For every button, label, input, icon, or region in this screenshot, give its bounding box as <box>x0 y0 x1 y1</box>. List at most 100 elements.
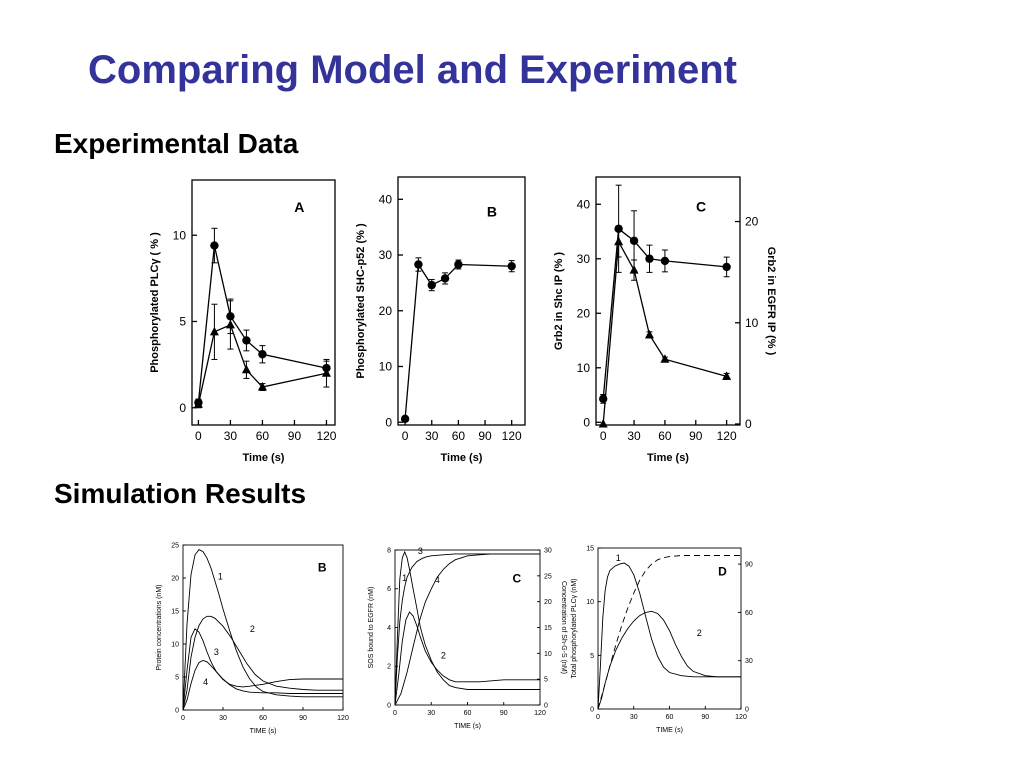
exp-c-ytick-label: 20 <box>577 306 591 320</box>
exp-b-chart: 0 30 60 90 120 0 10 20 30 40 Time (s) Phosphorylate… <box>355 176 526 464</box>
exp-c-ytick-label: 30 <box>577 252 591 266</box>
exp-b-ytick-label: 0 <box>385 415 392 429</box>
exp-c-point-circle <box>629 236 639 245</box>
exp-b-xtick-label: 120 <box>502 429 522 443</box>
exp-c-ytick-right-label: 20 <box>745 215 759 229</box>
exp-a-ylabel: Phosphorylated PLCγ ( % ) <box>149 232 161 373</box>
exp-a-point-circle <box>242 336 251 345</box>
exp-a-xtick-label: 90 <box>288 429 302 443</box>
exp-c-chart: 0 30 60 90 120 0 10 20 30 40 0 10 20 Time (s) Grb2 in … <box>553 176 777 464</box>
sim-d-ytick-label: 15 <box>586 545 594 552</box>
sim-c-ytick-right-label: 0 <box>544 702 548 709</box>
sim-d-xtick-label: 30 <box>630 714 638 721</box>
exp-a-xtick-label: 30 <box>224 429 238 443</box>
sim-c-curve-label: 2 <box>441 651 446 661</box>
sim-c-ytick-label: 2 <box>387 664 391 671</box>
sim-b-series-4-line <box>182 660 343 711</box>
sim-c-ytick-label: 6 <box>387 586 391 593</box>
sim-d-xlabel: TIME (s) <box>656 727 683 734</box>
exp-b-point-circle <box>427 280 436 290</box>
exp-c-point-triangle <box>644 329 654 339</box>
exp-a-ytick-label: 10 <box>173 228 187 242</box>
exp-b-point-circle <box>507 261 516 271</box>
sim-b-curve-label: 4 <box>203 677 208 687</box>
exp-a-point-triangle <box>257 382 267 391</box>
sim-d-ylabel: Total phosphorylated PLCγ (nM) <box>571 579 578 679</box>
exp-a-point-triangle <box>209 326 219 336</box>
exp-c-axes-frame <box>595 176 741 426</box>
sim-c-xtick-label: 60 <box>464 710 472 717</box>
exp-b-ylabel: Phosphorylated SHC-p52 (% ) <box>355 223 367 379</box>
exp-b-panel-label: B <box>487 204 497 220</box>
exp-a-chart: 0 30 60 90 120 0 5 10 Time (s) Phosphorylated PLC… <box>149 179 337 464</box>
exp-c-panel-label: C <box>696 199 706 215</box>
sim-c-xtick-label: 0 <box>393 710 397 717</box>
exp-c-ytick-label: 40 <box>577 197 591 211</box>
sim-c-xtick-label: 90 <box>500 710 508 717</box>
exp-a-xtick-label: 0 <box>195 429 202 443</box>
slide-title: Comparing Model and Experiment <box>88 48 737 92</box>
sim-d-ytick-right-label: 0 <box>745 706 749 713</box>
exp-a-point-triangle <box>321 368 331 377</box>
exp-a-xtick-label: 60 <box>256 429 270 443</box>
exp-a-series-circles-line <box>197 245 327 403</box>
sim-c-ytick-right-label: 20 <box>544 599 552 606</box>
sim-c-ylabel-right: Concentration of Sh-G-S (nM) <box>560 581 567 674</box>
exp-a-point-circle <box>210 241 219 250</box>
exp-c-xtick-label: 30 <box>627 429 641 443</box>
exp-b-xtick-label: 60 <box>452 429 466 443</box>
sim-c-ytick-label: 0 <box>387 702 391 709</box>
exp-c-ytick-right-label: 0 <box>745 417 752 431</box>
experimental-data-heading: Experimental Data <box>54 128 299 159</box>
sim-b-curve-label: 3 <box>214 647 219 657</box>
exp-b-ytick-label: 30 <box>379 248 393 262</box>
sim-d-curve-label: 2 <box>697 628 702 638</box>
sim-d-series-2-line <box>597 610 741 710</box>
sim-b-xtick-label: 0 <box>181 715 185 722</box>
sim-b-ytick-label: 25 <box>171 542 179 549</box>
exp-c-point-triangle <box>614 236 624 246</box>
exp-a-ytick-label: 0 <box>179 401 186 415</box>
exp-c-ylabel: Grb2 in Shc IP (% ) <box>553 252 565 351</box>
sim-b-xtick-label: 90 <box>299 715 307 722</box>
sim-c-xlabel: TIME (s) <box>454 723 481 730</box>
sim-c-series-1-line <box>394 550 540 706</box>
exp-c-xtick-label: 60 <box>658 429 672 443</box>
exp-a-series-triangles-line <box>197 324 327 405</box>
exp-a-panel-label: A <box>294 199 304 215</box>
sim-c-series-3-line <box>394 553 540 706</box>
exp-c-xtick-label: 90 <box>689 429 703 443</box>
sim-c-ytick-right-label: 5 <box>544 677 548 684</box>
exp-c-ytick-right-label: 10 <box>745 316 759 330</box>
exp-a-point-triangle <box>241 364 251 374</box>
exp-b-point-circle <box>400 414 410 424</box>
exp-c-series-grb2-in-egfr-ip-line <box>602 239 727 425</box>
sim-c-series-2-line <box>394 611 540 706</box>
exp-c-ytick-label: 0 <box>583 415 590 429</box>
sim-d-ytick-label: 0 <box>590 706 594 713</box>
sim-b-curve-label: 1 <box>218 571 223 581</box>
exp-b-series-circles-line <box>404 262 512 419</box>
sim-b-xlabel: TIME (s) <box>250 728 277 735</box>
sim-c-xtick-label: 120 <box>534 710 546 717</box>
exp-a-point-circle <box>258 350 267 359</box>
sim-d-ytick-right-label: 90 <box>745 562 753 569</box>
exp-c-xtick-label: 120 <box>717 429 737 443</box>
exp-b-point-circle <box>414 260 423 269</box>
sim-b-series-2-line <box>182 615 343 711</box>
exp-b-ytick-label: 40 <box>379 192 393 206</box>
exp-c-xlabel: Time (s) <box>647 452 689 464</box>
exp-a-axes-frame <box>191 179 336 426</box>
sim-c-ytick-right-label: 30 <box>544 547 552 554</box>
sim-c-panel-label: C <box>512 572 521 586</box>
exp-b-xtick-label: 0 <box>402 429 409 443</box>
sim-c-curve-label: 3 <box>418 546 423 556</box>
exp-c-ytick-label: 10 <box>577 361 591 375</box>
sim-c-series-4-line <box>394 553 540 706</box>
sim-c-ytick-right-label: 10 <box>544 651 552 658</box>
sim-d-panel-label: D <box>718 564 727 578</box>
sim-b-curve-label: 2 <box>250 624 255 634</box>
exp-b-axes-frame <box>397 176 526 426</box>
sim-b-xtick-label: 60 <box>259 715 267 722</box>
